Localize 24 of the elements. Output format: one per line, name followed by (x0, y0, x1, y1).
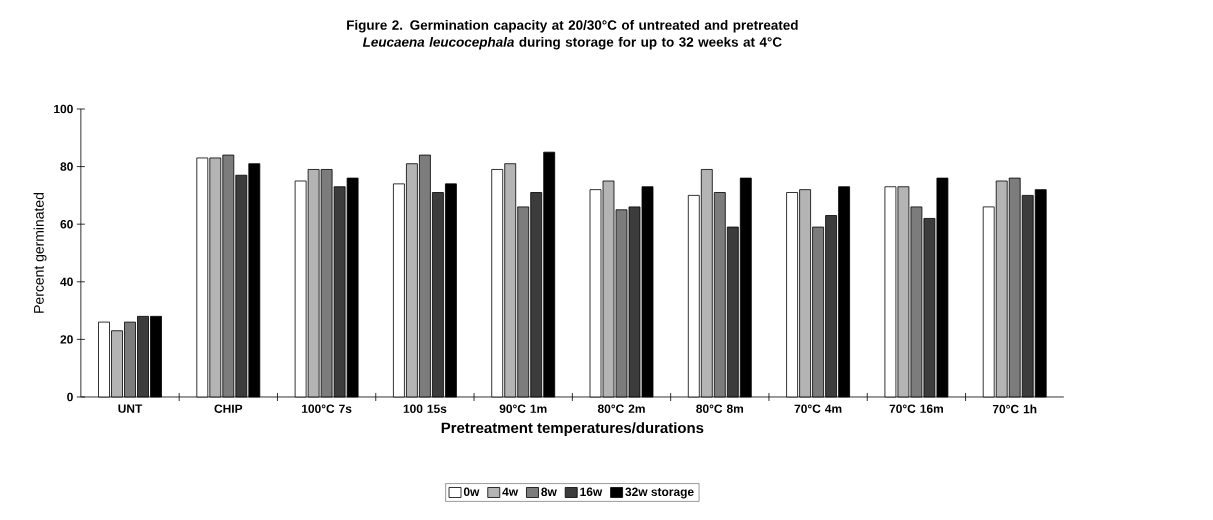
y-tick-label: 40 (60, 277, 73, 287)
x-tick-label: 80°C 2m (597, 404, 645, 413)
y-tick-label: 0 (67, 392, 73, 402)
legend-label: 0w (463, 487, 480, 497)
y-axis-title: Percent germinated (33, 193, 47, 313)
x-tick-label: 70°C 16m (889, 404, 943, 413)
x-axis-title: Pretreatment temperatures/durations (441, 422, 704, 437)
x-tick-label: 90°C 1m (499, 404, 547, 413)
chart-title: Figure 2. Germination capacity at 20/30°C of untreated and pretreated Leucaena leucocephala during storage for up to 32 weeks at 4°C (347, 19, 798, 50)
x-tick-label: 100°C 7s (302, 404, 352, 413)
x-tick-label: UNT (118, 404, 143, 413)
legend-label: 32w storage (625, 487, 694, 499)
y-tick-label: 20 (60, 335, 73, 344)
x-tick-label: 70°C 1h (992, 404, 1037, 414)
legend-label: 16w (580, 487, 603, 497)
legend-label: 4w (502, 487, 519, 496)
y-tick-label: 60 (60, 219, 73, 229)
legend-label: 8w (541, 487, 557, 497)
x-tick-label: 70°C 4m (794, 404, 842, 413)
x-tick-label: 100 15s (403, 404, 447, 413)
y-tick-label: 80 (60, 162, 73, 171)
y-tick-label: 100 (54, 104, 73, 114)
x-tick-label: 80°C 8m (696, 404, 744, 413)
x-tick-label: CHIP (214, 404, 243, 413)
